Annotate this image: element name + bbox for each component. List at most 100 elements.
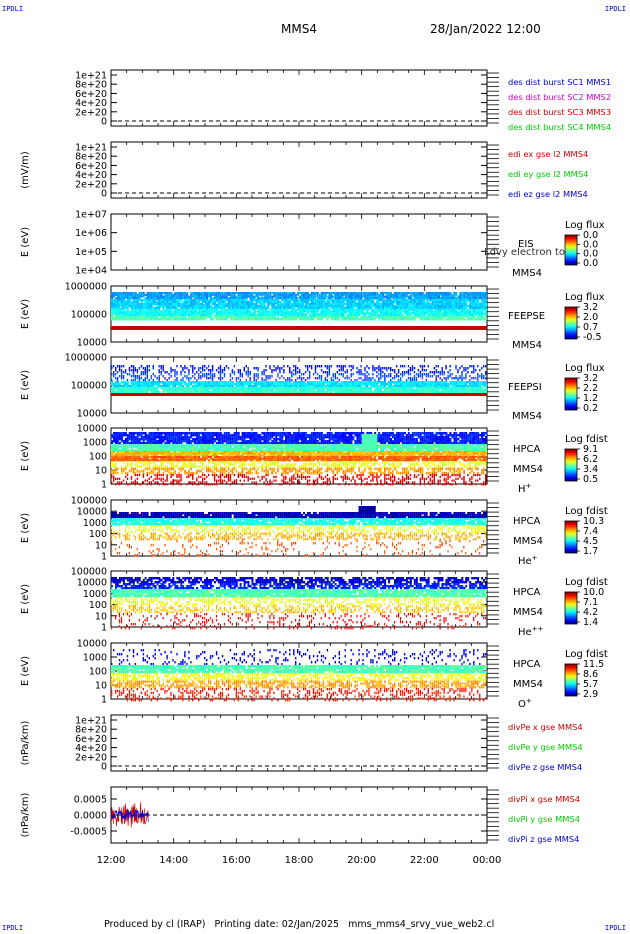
spectrogram-pixel bbox=[158, 295, 161, 298]
spectrogram-pixel bbox=[465, 383, 468, 386]
spectrogram-pixel bbox=[314, 293, 317, 296]
spectrogram-pixel bbox=[411, 315, 414, 319]
spectrogram-pixel bbox=[227, 367, 230, 370]
spectrogram-pixel bbox=[465, 310, 468, 313]
spectrogram-pixel bbox=[115, 381, 117, 384]
spectrogram-pixel bbox=[338, 292, 341, 295]
spectrogram-pixel bbox=[364, 373, 366, 376]
spectrogram-pixel bbox=[241, 301, 244, 304]
spectrogram-pixel bbox=[132, 310, 135, 313]
spectrogram-pixel bbox=[142, 371, 145, 374]
spectrogram-pixel bbox=[245, 293, 248, 296]
spectrogram-pixel bbox=[403, 389, 406, 392]
spectrogram-pixel bbox=[352, 391, 355, 394]
spectrogram-pixel bbox=[390, 310, 392, 313]
spectrogram-pixel bbox=[233, 304, 236, 308]
spectrogram-pixel bbox=[316, 297, 319, 300]
spectrogram-pixel bbox=[277, 373, 279, 376]
spectrogram-pixel bbox=[421, 299, 424, 302]
spectrogram-pixel bbox=[194, 292, 197, 295]
spectrogram-pixel bbox=[241, 387, 244, 390]
spectrogram-pixel bbox=[208, 299, 210, 302]
spectrogram-pixel bbox=[116, 385, 119, 388]
spectrogram-pixel bbox=[182, 367, 184, 370]
spectrogram-pixel bbox=[419, 301, 422, 304]
spectrogram-pixel bbox=[257, 373, 259, 376]
spectrogram-pixel bbox=[134, 314, 137, 317]
spectrogram-pixel bbox=[433, 391, 436, 394]
spectrogram-pixel bbox=[190, 315, 193, 319]
spectrogram-pixel bbox=[346, 299, 349, 302]
spectrogram-pixel bbox=[467, 295, 470, 298]
spectrogram-pixel bbox=[467, 308, 470, 311]
spectrogram-pixel bbox=[271, 375, 273, 378]
spectrogram-pixel bbox=[447, 297, 450, 300]
spectrogram-pixel bbox=[328, 304, 331, 308]
spectrogram-pixel bbox=[160, 381, 163, 384]
spectrogram-pixel bbox=[259, 310, 262, 313]
spectrogram-pixel bbox=[374, 308, 377, 311]
spectrogram-pixel bbox=[346, 385, 349, 388]
spectrogram-pixel bbox=[463, 306, 466, 310]
y-tick-label: 10000 bbox=[77, 409, 107, 420]
spectrogram-pixel bbox=[409, 306, 412, 310]
spectrogram-pixel bbox=[261, 373, 263, 376]
spectrogram-pixel bbox=[356, 315, 359, 319]
spectrogram-pixel bbox=[318, 304, 321, 308]
spectrogram-pixel bbox=[227, 389, 230, 392]
spectrogram-pixel bbox=[449, 299, 452, 302]
colorbar-tick-label: 3.2 bbox=[583, 373, 598, 384]
spectrogram-pixel bbox=[356, 312, 359, 315]
spectrogram-pixel bbox=[455, 297, 458, 300]
spectrogram-pixel bbox=[162, 381, 165, 384]
spectrogram-pixel bbox=[394, 369, 396, 372]
spectrogram-pixel bbox=[316, 308, 319, 311]
spectrogram-pixel bbox=[443, 297, 446, 300]
spectrogram-pixel bbox=[483, 299, 485, 302]
spectrogram-pixel bbox=[285, 391, 288, 394]
spectrogram-pixel bbox=[399, 383, 402, 386]
spectrogram-pixel bbox=[255, 385, 258, 388]
spectrogram-pixel bbox=[172, 381, 175, 384]
spectrogram-pixel bbox=[261, 299, 264, 302]
spectrogram-pixel bbox=[213, 297, 216, 300]
spectrogram-pixel bbox=[421, 385, 424, 388]
spectrogram-pixel bbox=[229, 312, 232, 315]
spectrogram-pixel bbox=[340, 373, 342, 376]
spectrogram-pixel bbox=[170, 371, 172, 374]
spectrogram-pixel bbox=[259, 306, 262, 310]
spectrogram-pixel bbox=[332, 381, 335, 384]
spectrogram-pixel bbox=[342, 385, 345, 388]
spectrogram-pixel bbox=[231, 387, 234, 390]
spectrogram-pixel bbox=[198, 369, 200, 372]
spectrogram-pixel bbox=[366, 317, 369, 321]
spectrogram-pixel bbox=[386, 297, 389, 300]
spectrogram-pixel bbox=[330, 295, 333, 298]
spectrogram-pixel bbox=[380, 304, 383, 308]
spectrogram-pixel bbox=[320, 293, 323, 296]
spectrogram-pixel bbox=[194, 297, 197, 300]
spectrogram-pixel bbox=[150, 377, 152, 380]
spectrogram-pixel bbox=[130, 369, 133, 372]
spectrogram-pixel bbox=[295, 383, 297, 386]
spectrogram-pixel bbox=[225, 299, 228, 302]
spectrogram-pixel bbox=[204, 293, 206, 296]
spectrogram-pixel bbox=[421, 369, 424, 372]
spectrogram-pixel bbox=[453, 381, 456, 384]
spectrogram-pixel bbox=[289, 383, 292, 386]
spectrogram-pixel bbox=[471, 389, 474, 392]
spectrogram-pixel bbox=[421, 302, 424, 306]
spectrogram-pixel bbox=[255, 381, 258, 384]
spectrogram-pixel bbox=[176, 295, 179, 298]
spectrogram-pixel bbox=[368, 381, 371, 384]
spectrogram-pixel bbox=[120, 381, 123, 384]
spectrogram-pixel bbox=[378, 373, 380, 376]
legend-entry: edi ey gse l2 MMS4 bbox=[508, 169, 588, 179]
spectrogram-pixel bbox=[459, 383, 462, 386]
spectrogram-pixel bbox=[374, 383, 377, 386]
spectrogram-pixel bbox=[255, 391, 258, 394]
spectrogram-pixel bbox=[115, 301, 117, 304]
spectrogram-pixel bbox=[247, 306, 250, 310]
spectrogram-pixel bbox=[154, 306, 157, 310]
spectrogram-pixel bbox=[215, 383, 218, 386]
